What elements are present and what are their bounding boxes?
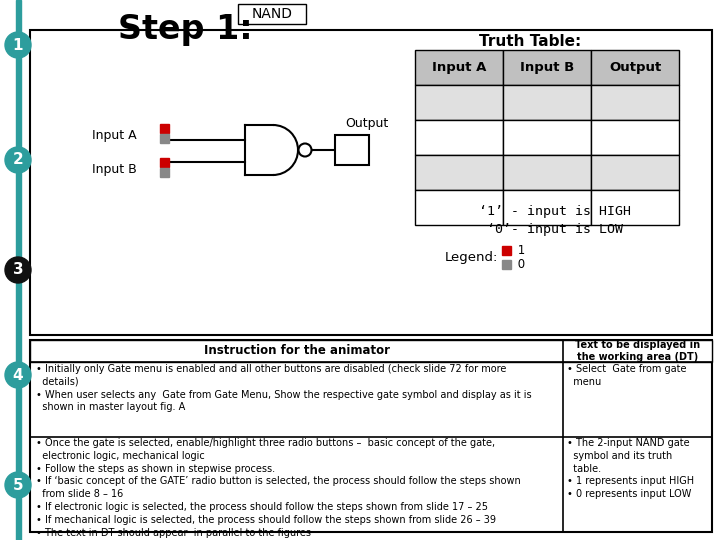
Bar: [502, 260, 511, 269]
Bar: [160, 158, 169, 167]
Text: Text to be displayed in
the working area (DT): Text to be displayed in the working area…: [575, 340, 700, 362]
Bar: [30, 30, 712, 335]
Text: • Select  Gate from gate
  menu: • Select Gate from gate menu: [567, 364, 686, 387]
Circle shape: [299, 144, 312, 157]
Circle shape: [5, 147, 31, 173]
Text: Input B: Input B: [92, 164, 137, 177]
Bar: [415, 120, 503, 155]
Bar: [591, 50, 679, 85]
Circle shape: [5, 362, 31, 388]
Text: 1: 1: [13, 37, 23, 52]
Text: Legend:: Legend:: [445, 252, 498, 265]
Bar: [503, 50, 591, 85]
Text: ‘0’- input is LOW: ‘0’- input is LOW: [487, 224, 623, 237]
Bar: [16, 0, 21, 540]
Bar: [415, 50, 503, 85]
Bar: [30, 340, 712, 362]
Text: Instruction for the animator: Instruction for the animator: [204, 345, 390, 357]
Text: Input B: Input B: [520, 61, 574, 74]
Text: 4: 4: [13, 368, 23, 382]
Bar: [30, 340, 712, 532]
Bar: [415, 190, 503, 225]
Text: NAND: NAND: [251, 7, 292, 21]
Text: 5: 5: [13, 477, 23, 492]
Bar: [160, 168, 169, 177]
Text: 2: 2: [13, 152, 23, 167]
Bar: [415, 155, 503, 190]
Bar: [503, 155, 591, 190]
Text: 3: 3: [13, 262, 23, 278]
Circle shape: [5, 257, 31, 283]
Text: Input A: Input A: [432, 61, 486, 74]
Text: Step 1:: Step 1:: [117, 13, 252, 46]
Circle shape: [5, 472, 31, 498]
Bar: [415, 85, 503, 120]
Bar: [591, 85, 679, 120]
Text: 0: 0: [514, 259, 525, 272]
Bar: [502, 246, 511, 255]
Text: • The 2-input NAND gate
  symbol and its truth
  table.
• 1 represents input HIG: • The 2-input NAND gate symbol and its t…: [567, 438, 694, 499]
Text: 1: 1: [514, 245, 526, 258]
Bar: [335, 135, 369, 165]
Bar: [160, 134, 169, 143]
Bar: [591, 190, 679, 225]
Bar: [503, 190, 591, 225]
Bar: [503, 120, 591, 155]
Bar: [591, 120, 679, 155]
Bar: [591, 155, 679, 190]
Text: Output: Output: [346, 117, 389, 130]
Bar: [160, 124, 169, 133]
Text: ‘1’ - input is HIGH: ‘1’ - input is HIGH: [479, 206, 631, 219]
Bar: [503, 85, 591, 120]
Circle shape: [5, 32, 31, 58]
Text: Truth Table:: Truth Table:: [479, 33, 581, 49]
Text: • Initially only Gate menu is enabled and all other buttons are disabled (check : • Initially only Gate menu is enabled an…: [36, 364, 531, 413]
Bar: [238, 4, 306, 24]
Text: Input A: Input A: [92, 129, 137, 141]
Text: • Once the gate is selected, enable/highlight three radio buttons –  basic conce: • Once the gate is selected, enable/high…: [36, 438, 521, 538]
Text: Output: Output: [609, 61, 661, 74]
